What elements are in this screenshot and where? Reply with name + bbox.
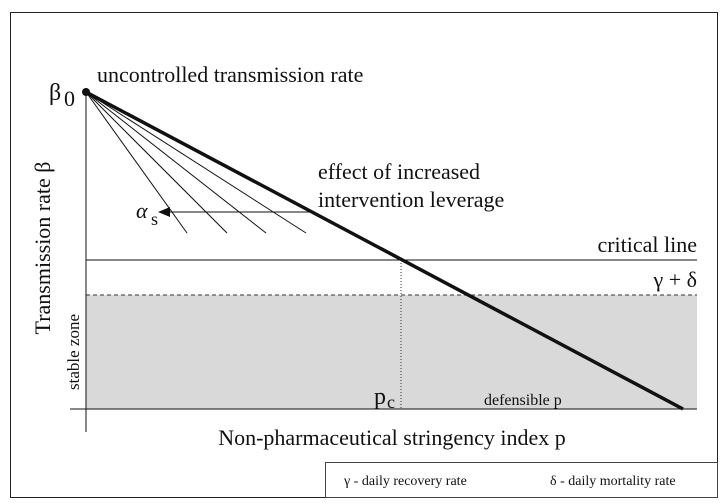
frame: [10, 12, 718, 498]
legend-entry: δ - daily mortality rate: [550, 474, 676, 489]
alpha-label: α: [136, 198, 148, 223]
fan-lines: [85, 91, 307, 234]
x-axis-label: Non-pharmaceutical stringency index p: [218, 425, 566, 450]
alpha-subscript: s: [151, 209, 158, 229]
legend-entry: γ - daily recovery rate: [343, 474, 467, 489]
defensible-label: defensible p: [484, 392, 562, 409]
critical-line-label: critical line: [597, 232, 697, 257]
stable-zone-label: stable zone: [64, 314, 83, 390]
leverage-label: intervention leverage: [318, 187, 504, 212]
beta0-subscript: 0: [64, 86, 75, 111]
y-axis-label: Transmission rate β: [30, 162, 55, 335]
transmission-line: [85, 90, 684, 411]
arrow-head: [158, 207, 170, 217]
pc-subscript: c: [387, 392, 395, 412]
legend-box: [325, 462, 718, 498]
leverage-label: effect of increased: [318, 159, 480, 184]
stable-zone-area: [86, 295, 697, 409]
beta0-label: β: [49, 80, 61, 106]
gamma-delta-label: γ + δ: [653, 267, 698, 292]
beta0-point: [82, 88, 90, 96]
pc-label: p: [374, 384, 386, 410]
uncontrolled-label: uncontrolled transmission rate: [97, 62, 363, 87]
